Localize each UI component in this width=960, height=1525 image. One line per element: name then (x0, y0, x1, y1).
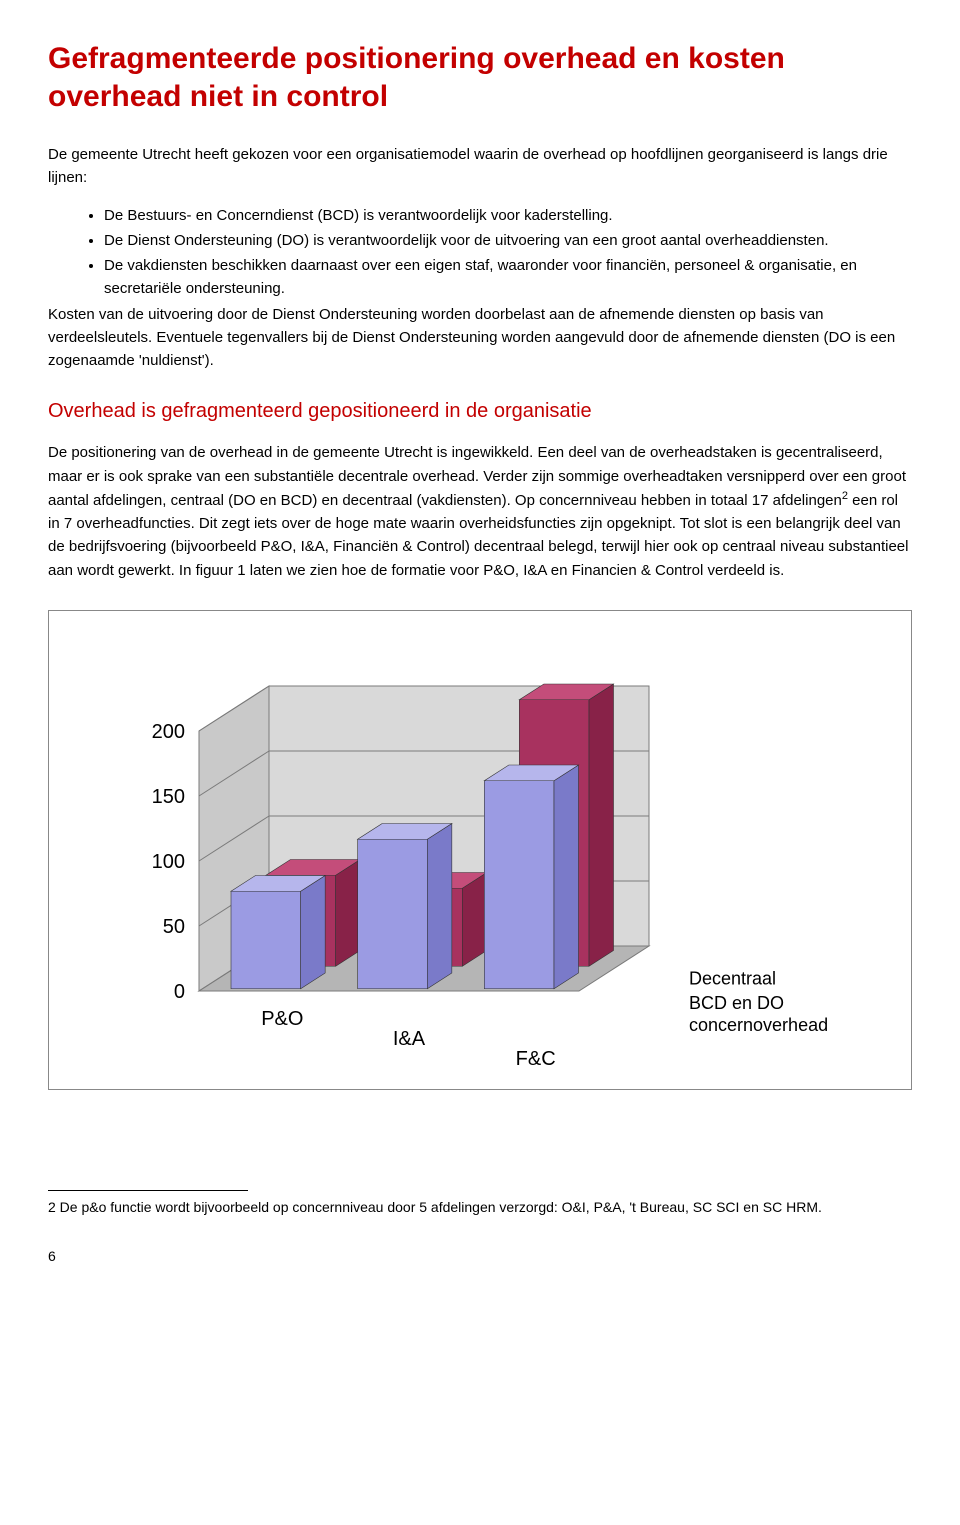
after-bullets-paragraph: Kosten van de uitvoering door de Dienst … (48, 303, 912, 373)
svg-text:Decentraal: Decentraal (689, 968, 776, 988)
footnote-text: De p&o functie wordt bijvoorbeeld op con… (56, 1199, 822, 1215)
svg-text:50: 50 (163, 916, 185, 938)
svg-text:P&O: P&O (261, 1008, 303, 1030)
svg-text:F&C: F&C (516, 1048, 556, 1070)
bullet-list: De Bestuurs- en Concerndienst (BCD) is v… (48, 204, 912, 301)
chart-container: 0 50 100 150 200 P&O I&A F&C Decentraal BCD en DO… (48, 610, 912, 1090)
svg-text:200: 200 (152, 721, 185, 743)
list-item: De Dienst Ondersteuning (DO) is verantwo… (104, 229, 912, 252)
svg-text:I&A: I&A (393, 1028, 426, 1050)
bar-chart-3d: 0 50 100 150 200 P&O I&A F&C Decentraal BCD en DO… (69, 641, 929, 1071)
page-title: Gefragmenteerde positionering overhead e… (48, 40, 912, 115)
footnote-separator (48, 1190, 248, 1191)
body-paragraph: De positionering van de overhead in de g… (48, 441, 912, 582)
svg-text:0: 0 (174, 981, 185, 1003)
svg-text:150: 150 (152, 786, 185, 808)
body-text: De positionering van de overhead in de g… (48, 444, 906, 509)
footnote: 2 De p&o functie wordt bijvoorbeeld op c… (48, 1197, 912, 1218)
list-item: De Bestuurs- en Concerndienst (BCD) is v… (104, 204, 912, 227)
footnote-number: 2 (48, 1199, 56, 1215)
svg-text:concernoverhead: concernoverhead (689, 1015, 828, 1035)
page-number: 6 (48, 1246, 912, 1268)
svg-text:100: 100 (152, 851, 185, 873)
intro-paragraph: De gemeente Utrecht heeft gekozen voor e… (48, 143, 912, 190)
svg-text:BCD en DO: BCD en DO (689, 993, 784, 1013)
section-subheading: Overhead is gefragmenteerd gepositioneer… (48, 396, 912, 427)
list-item: De vakdiensten beschikken daarnaast over… (104, 254, 912, 301)
